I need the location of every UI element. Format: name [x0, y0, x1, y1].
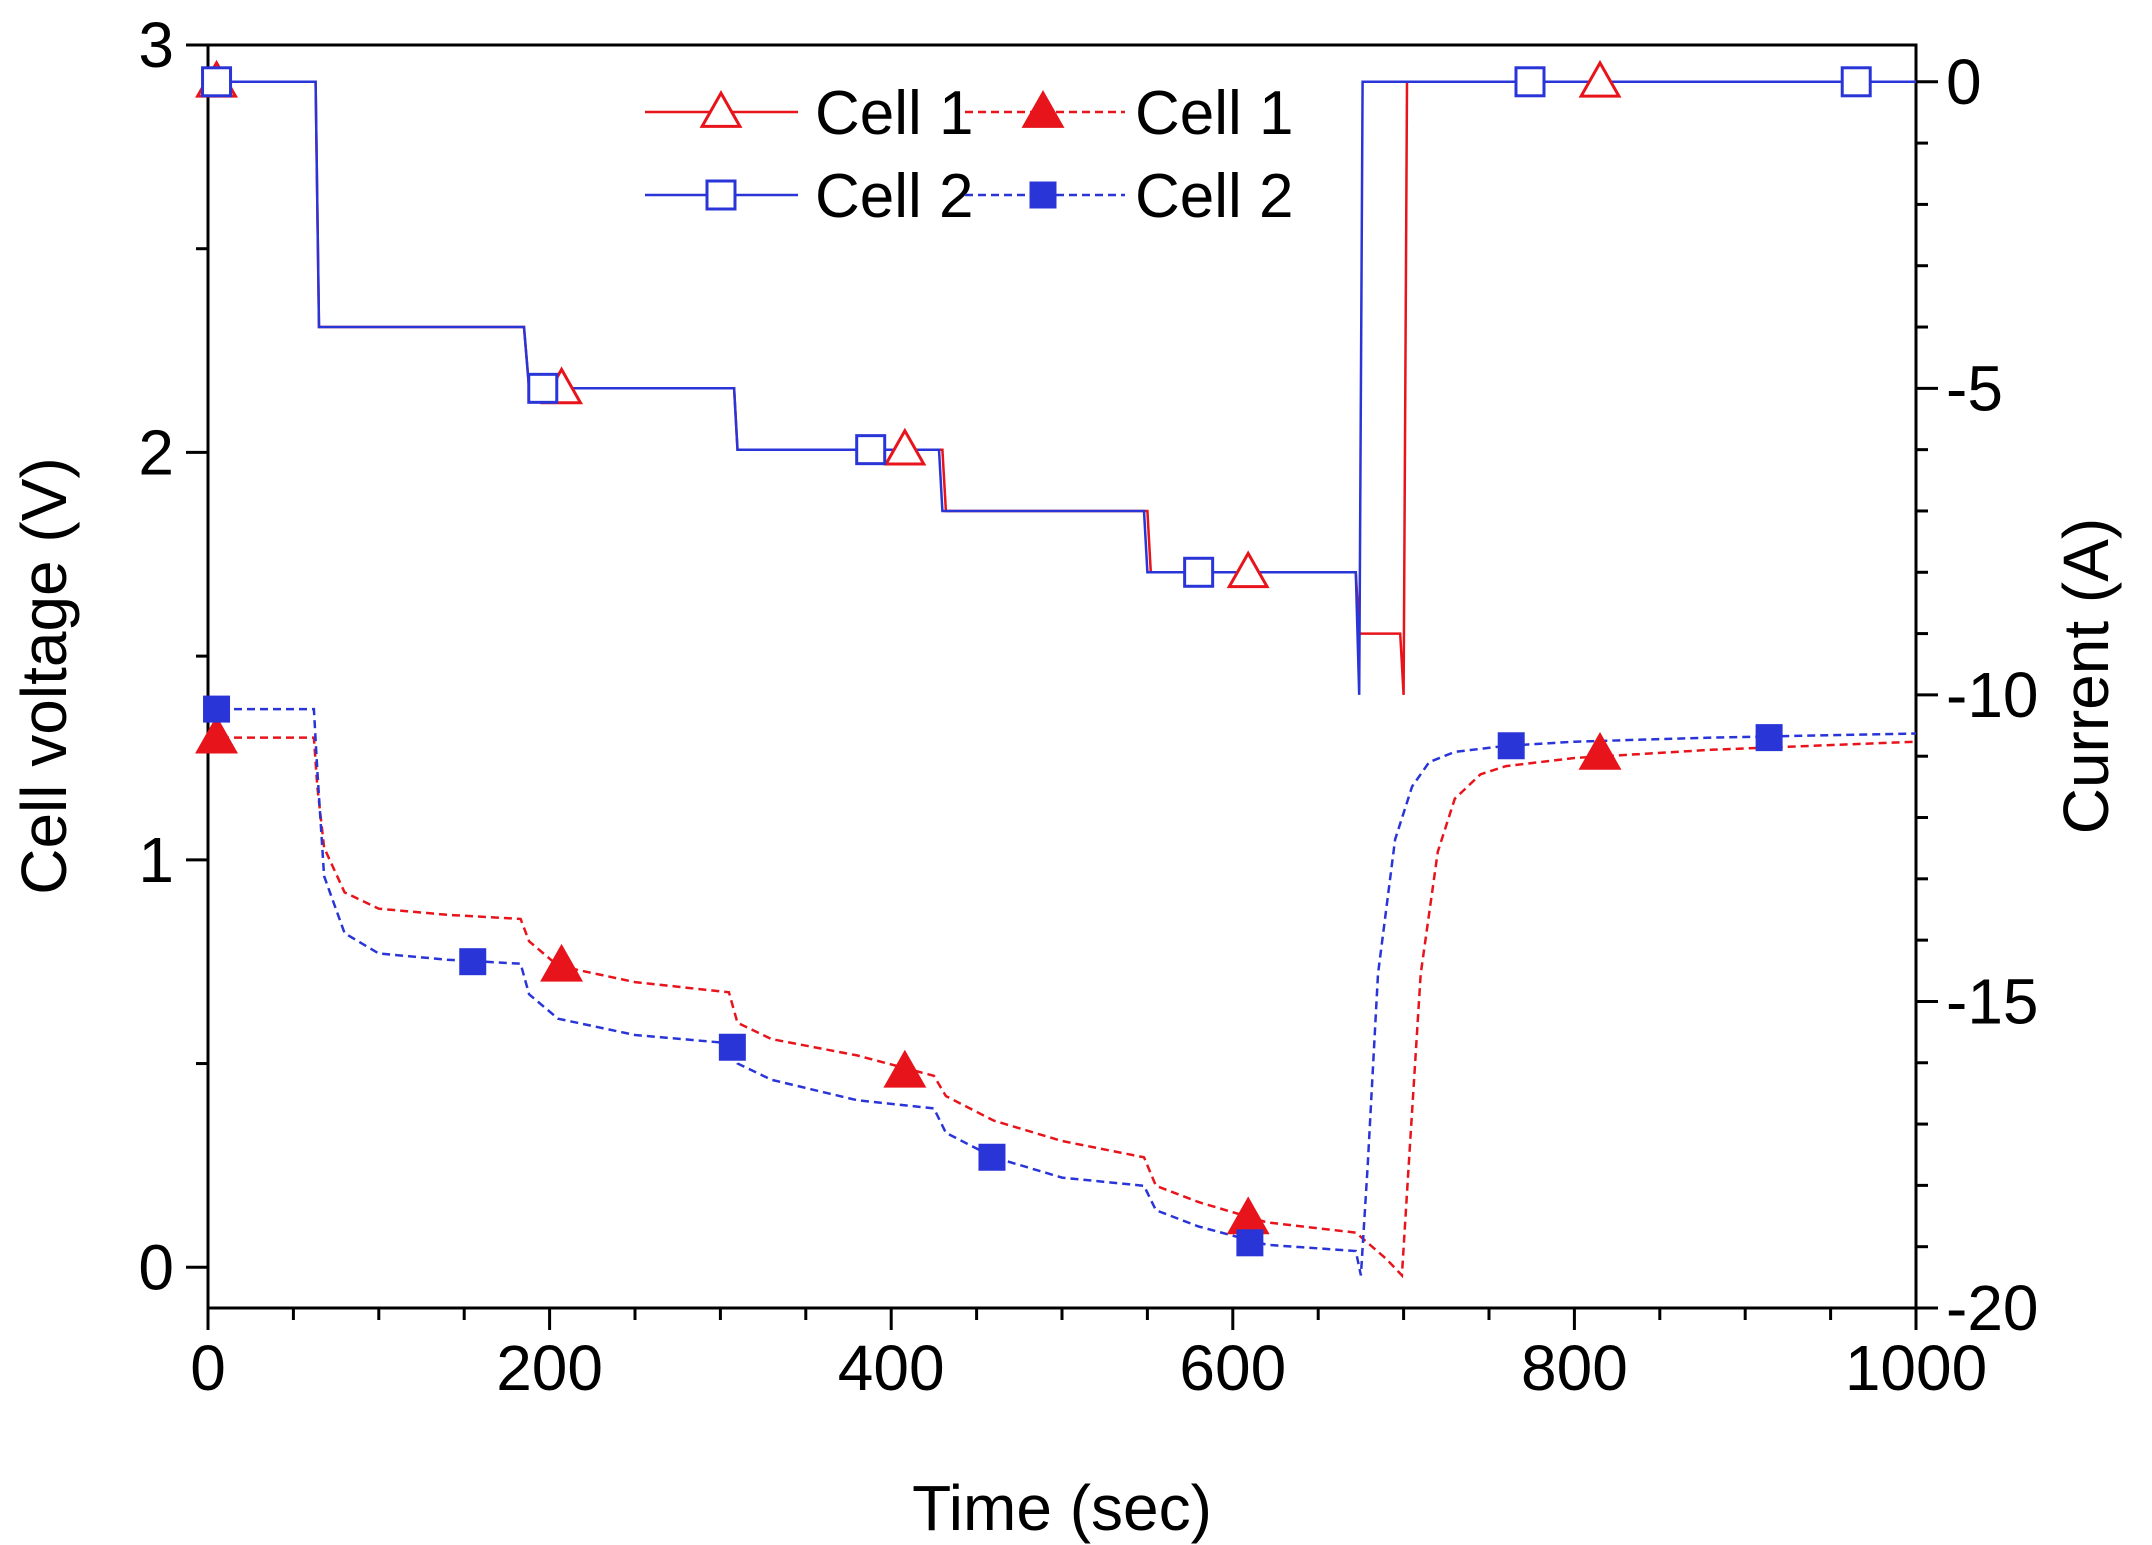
y-right-tick-label: -5 [1946, 352, 2003, 424]
series-layer [208, 80, 1916, 1279]
data-point-current_cell2 [527, 372, 559, 404]
y-axis-right-title: Current (A) [2050, 518, 2122, 835]
y-left-tick-label: 1 [138, 824, 174, 896]
data-point-voltage_cell1 [1226, 1196, 1270, 1235]
data-point-voltage_cell2 [1236, 1229, 1264, 1257]
x-tick-label: 1000 [1845, 1332, 1987, 1404]
x-tick-label: 200 [496, 1332, 603, 1404]
legend-marker-current_cell1 [699, 90, 743, 128]
data-point-voltage_cell2 [718, 1033, 746, 1061]
data-point-voltage_cell1 [540, 943, 584, 982]
x-tick-label: 400 [838, 1332, 945, 1404]
x-tick-label: 0 [190, 1332, 226, 1404]
y-left-tick-label: 3 [138, 9, 174, 81]
legend-label-current_cell2: Cell 2 [815, 162, 974, 231]
data-point-voltage_cell2 [203, 695, 231, 723]
data-point-current_cell2 [1840, 66, 1872, 98]
data-point-current_cell1 [1226, 550, 1270, 589]
data-point-voltage_cell1 [883, 1049, 927, 1088]
legend-marker-voltage_cell1 [1021, 90, 1065, 128]
data-point-voltage_cell2 [1497, 732, 1525, 760]
y-left-tick-label: 0 [138, 1231, 174, 1303]
data-point-current_cell2 [855, 434, 887, 466]
data-point-current_cell2 [201, 66, 233, 98]
legend-marker-voltage_cell2 [1029, 181, 1057, 209]
markers-layer [195, 59, 1872, 1257]
series-line-current_cell2 [208, 80, 1916, 695]
legend-label-voltage_cell2: Cell 2 [1135, 162, 1294, 231]
y-axis-left-title: Cell voltage (V) [8, 457, 80, 895]
data-point-current_cell2 [1183, 556, 1215, 588]
data-point-voltage_cell1 [1578, 731, 1622, 770]
y-right-tick-label: -15 [1946, 965, 2039, 1037]
axis-ticks: 0 200 400 600 800 1000 0 1 2 3 0 -5 -10 -15 -20 [138, 9, 2038, 1404]
data-point-voltage_cell2 [459, 948, 487, 976]
data-point-current_cell1 [1578, 59, 1622, 98]
series-line-current_cell1 [208, 80, 1916, 695]
y-left-tick-label: 2 [138, 416, 174, 488]
data-point-voltage_cell2 [978, 1143, 1006, 1171]
x-axis-title: Time (sec) [912, 1472, 1212, 1544]
legend-label-current_cell1: Cell 1 [815, 79, 974, 148]
y-right-tick-label: 0 [1946, 46, 1982, 118]
x-tick-label: 600 [1179, 1332, 1286, 1404]
y-right-tick-label: -10 [1946, 659, 2039, 731]
data-point-current_cell1 [883, 427, 927, 466]
y-right-tick-label: -20 [1946, 1272, 2039, 1344]
series-line-voltage_cell1 [208, 736, 1916, 1279]
data-point-current_cell2 [1514, 66, 1546, 98]
legend-label-voltage_cell1: Cell 1 [1135, 79, 1294, 148]
series-line-voltage_cell2 [208, 707, 1916, 1276]
data-point-voltage_cell2 [1755, 724, 1783, 752]
data-point-voltage_cell1 [195, 715, 239, 754]
legend-marker-current_cell2 [705, 179, 737, 211]
legend: Cell 1 Cell 1 Cell 2 Cell 2 [645, 79, 1294, 231]
x-tick-label: 800 [1521, 1332, 1628, 1404]
plot-frame [206, 43, 1918, 1310]
